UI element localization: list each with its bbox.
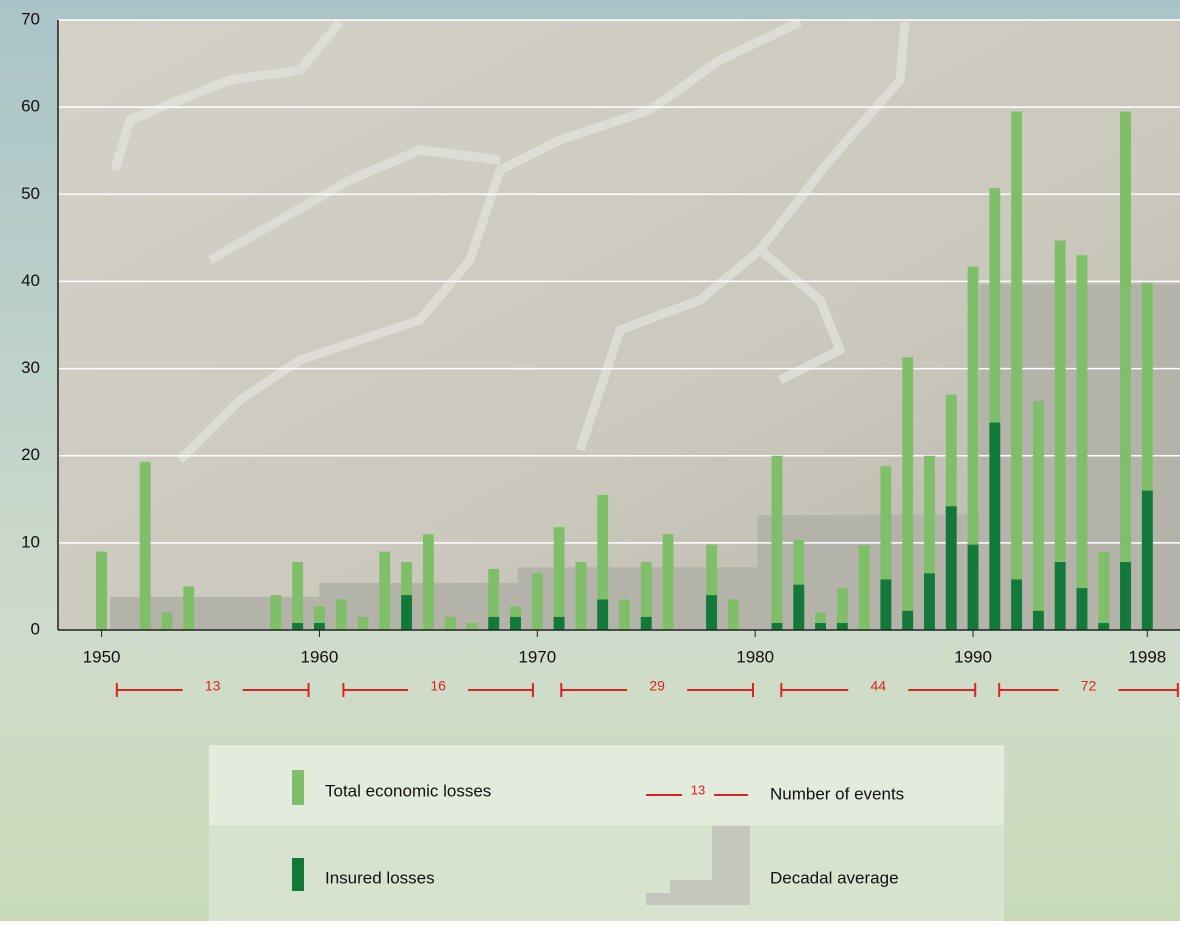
- insured-bar: [1011, 579, 1022, 630]
- legend-total-swatch: [292, 770, 304, 805]
- insured-bar: [946, 506, 957, 630]
- legend-label: Insured losses: [325, 868, 435, 887]
- y-tick-label: 60: [21, 97, 40, 116]
- events-count: 13: [205, 678, 221, 694]
- y-tick-label: 40: [21, 271, 40, 290]
- insured-bar: [554, 617, 565, 630]
- total-bar: [183, 586, 194, 630]
- legend-label: Decadal average: [770, 868, 899, 887]
- y-tick-label: 70: [21, 9, 40, 28]
- total-bar: [619, 600, 630, 631]
- total-bar: [532, 573, 543, 630]
- insured-bar: [793, 585, 804, 630]
- legend-label: Number of events: [770, 784, 904, 803]
- total-bar: [161, 613, 172, 630]
- total-bar: [96, 552, 107, 630]
- x-tick-label: 1970: [518, 647, 556, 666]
- chart: 0 10 20 30 40 50 60 70 1950 1960 1970 1980 1990 1998 1…: [0, 0, 1180, 921]
- insured-bar: [1142, 491, 1153, 630]
- total-bar: [140, 462, 151, 630]
- x-tick-label: 1960: [301, 647, 339, 666]
- total-bar: [1098, 552, 1109, 630]
- y-tick-label: 10: [21, 532, 40, 551]
- page: {"chart_data": {"type": "bar", "x": [195…: [0, 0, 1180, 921]
- insured-bar: [1098, 623, 1109, 630]
- total-bar: [336, 600, 347, 631]
- total-bar: [554, 527, 565, 630]
- insured-bar: [989, 423, 1000, 630]
- insured-bar: [1033, 611, 1044, 630]
- x-tick-label: 1998: [1128, 647, 1166, 666]
- insured-bar: [1055, 562, 1066, 630]
- y-tick-label: 50: [21, 184, 40, 203]
- insured-bar: [772, 623, 783, 630]
- insured-bar: [401, 595, 412, 630]
- total-bar: [1011, 112, 1022, 631]
- insured-bar: [314, 623, 325, 630]
- insured-bar: [292, 623, 303, 630]
- events-count: 72: [1081, 678, 1097, 694]
- total-bar: [575, 562, 586, 630]
- total-bar: [772, 456, 783, 630]
- legend-label: Total economic losses: [325, 781, 491, 800]
- total-bar: [728, 600, 739, 631]
- total-bar: [859, 545, 870, 630]
- total-bar: [1077, 255, 1088, 630]
- insured-bar: [837, 623, 848, 630]
- events-count: 16: [430, 678, 446, 694]
- insured-bar: [1077, 588, 1088, 630]
- insured-bar: [902, 611, 913, 630]
- total-bar: [466, 623, 477, 630]
- x-tick-label: 1980: [736, 647, 774, 666]
- total-bar: [1033, 401, 1044, 630]
- total-bar: [379, 552, 390, 630]
- total-bar: [423, 534, 434, 630]
- x-tick-label: 1950: [83, 647, 121, 666]
- y-tick-label: 0: [31, 619, 40, 638]
- insured-bar: [968, 545, 979, 630]
- total-bar: [292, 562, 303, 630]
- legend-events-sample: 13: [691, 782, 705, 797]
- events-count: 44: [870, 678, 886, 694]
- legend-insured-swatch: [292, 858, 304, 891]
- insured-bar: [488, 617, 499, 630]
- total-bar: [902, 357, 913, 630]
- insured-bar: [597, 600, 608, 631]
- x-tick-label: 1990: [954, 647, 992, 666]
- total-bar: [270, 595, 281, 630]
- insured-bar: [924, 573, 935, 630]
- total-bar: [663, 534, 674, 630]
- insured-bar: [641, 617, 652, 630]
- decadal-average: [319, 583, 517, 630]
- insured-bar: [815, 623, 826, 630]
- total-bar: [1120, 112, 1131, 631]
- events-count: 29: [649, 678, 665, 694]
- total-bar: [358, 617, 369, 630]
- total-bar: [445, 617, 456, 630]
- insured-bar: [706, 595, 717, 630]
- y-tick-label: 20: [21, 445, 40, 464]
- insured-bar: [1120, 562, 1131, 630]
- insured-bar: [880, 579, 891, 630]
- y-tick-label: 30: [21, 358, 40, 377]
- insured-bar: [510, 617, 521, 630]
